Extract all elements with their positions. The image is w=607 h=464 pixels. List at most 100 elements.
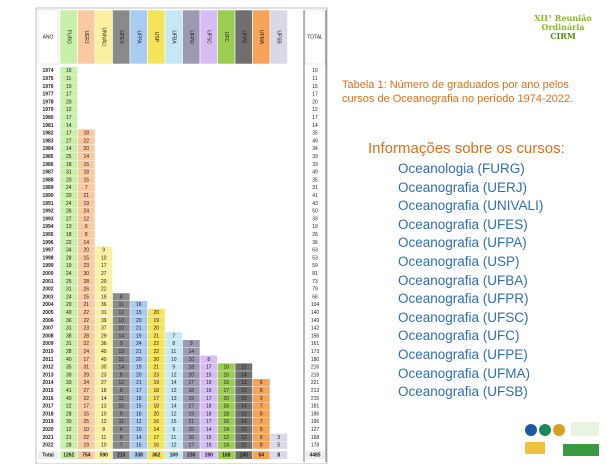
cell-bg [60,137,78,145]
value-cell: 16 [206,388,212,394]
value-cell: 26 [83,287,89,293]
value-cell: 15 [83,294,89,300]
cell-bg [77,207,95,215]
cell-bg [130,394,148,402]
year-cell: 1998 [42,255,53,261]
cell-bg [60,324,78,332]
info-item: Oceanologia (FURG) [398,161,525,176]
cell-bg [182,363,200,371]
total-cell: 35 [312,131,318,137]
cell-bg [165,363,183,371]
value-cell: 15 [206,435,212,441]
cell-bg [217,379,235,387]
cell-bg [130,301,148,309]
cell-bg [200,386,218,395]
total-row-value: 230 [187,452,196,458]
cell-bg [182,386,200,395]
value-cell: 17 [188,443,194,449]
cell-bg [130,425,148,434]
value-cell: 22 [83,396,89,402]
cell-bg [112,316,130,324]
value-cell: 40 [66,310,72,316]
cell-bg [77,425,95,434]
total-row-cell [112,451,130,459]
cell-bg [60,184,78,192]
cell-bg [77,441,95,449]
value-cell: 40 [101,357,107,363]
value-cell: 9 [172,365,175,371]
value-cell: 19 [136,333,142,339]
cell-bg [200,441,218,449]
cell-bg [130,418,148,426]
total-cell: 221 [311,380,320,386]
total-row-cell [200,451,218,459]
value-cell: 7 [120,443,123,449]
cell-bg [77,176,95,184]
cell-bg [165,332,183,340]
year-cell: 1983 [42,138,53,144]
total-cell: 173 [311,349,320,355]
total-cell: 127 [311,427,320,433]
value-cell: 17 [206,419,212,425]
cell-bg [77,238,95,246]
total-cell: 218 [311,372,320,378]
value-cell: 10 [223,365,229,371]
value-cell: 16 [66,68,72,74]
total-cell: 81 [312,271,318,277]
cell-bg [112,441,130,449]
cell-bg [77,191,95,200]
cell-bg [77,168,95,176]
cell-bg [95,433,113,441]
cell-bg [200,394,218,402]
value-cell: 21 [188,419,194,425]
cell-bg [200,418,218,426]
header-label: UFES [118,30,124,44]
info-item: Oceanografia (UERJ) [398,179,528,195]
value-cell: 14 [83,154,89,160]
cell-bg [112,410,130,418]
value-cell: 20 [136,372,142,378]
cell-bg [77,223,95,231]
value-cell: 10 [136,427,142,433]
total-cell: 63 [312,248,318,254]
value-cell: 15 [83,177,89,183]
value-cell: 19 [153,380,159,386]
total-cell: 140 [311,310,320,316]
value-cell: 12 [171,372,177,378]
value-cell: 10 [188,357,194,363]
cell-bg [217,441,235,449]
total-cell: 12 [312,107,318,113]
cell-bg [112,340,130,348]
value-cell: 17 [83,357,89,363]
value-cell: 12 [136,419,142,425]
cell-bg [147,441,165,449]
value-cell: 18 [136,396,142,402]
cell-bg [95,324,113,332]
total-row-cell [252,451,270,459]
total-cell: 168 [311,435,320,441]
value-cell: 15 [188,427,194,433]
value-cell: 18 [188,365,194,371]
cell-bg [112,425,130,434]
cell-bg [112,402,130,410]
value-cell: 8 [260,388,263,394]
year-cell: 1984 [42,146,53,152]
cell-bg [77,324,95,332]
cell-bg [95,379,113,387]
value-cell: 15 [171,419,177,425]
cell-bg [95,441,113,449]
value-cell: 18 [83,170,89,176]
cell-bg [182,379,200,387]
value-cell: 27 [101,380,107,386]
cell-bg [270,441,288,449]
value-cell: 24 [83,380,89,386]
value-cell: 6 [260,380,263,386]
total-cell: 156 [311,333,320,339]
cell-bg [130,441,148,449]
year-cell: 2003 [42,294,53,300]
cell-bg [147,410,165,418]
cell-bg [217,410,235,418]
cell-bg [112,301,130,309]
cell-bg [147,386,165,395]
year-cell: 2010 [42,349,53,355]
